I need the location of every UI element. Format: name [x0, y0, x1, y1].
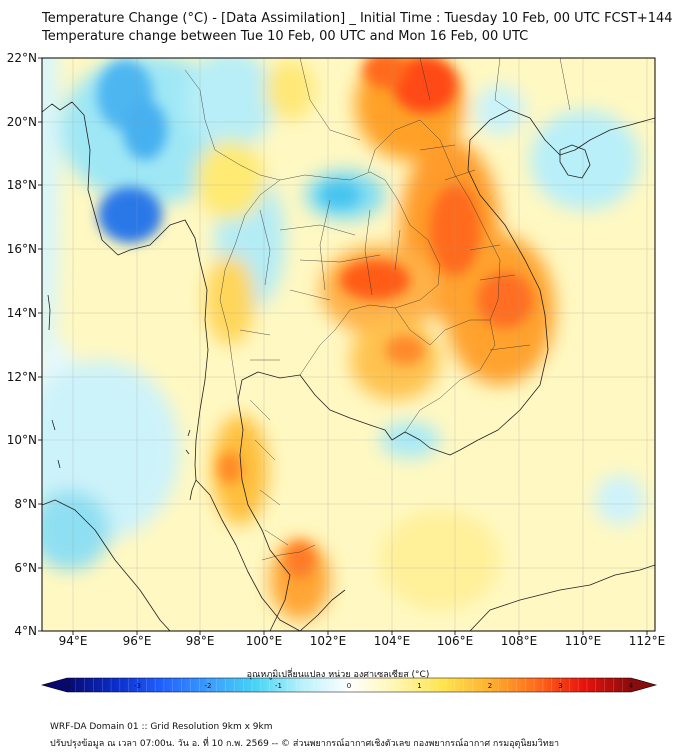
longitude-axis: 94°E 96°E 98°E 100°E 102°E 104°E 106°E 108°E 110… — [59, 631, 666, 648]
lon-label: 106°E — [437, 634, 474, 648]
lon-label: 108°E — [501, 634, 538, 648]
lat-label: 18°N — [7, 178, 37, 192]
coastlines — [42, 101, 655, 631]
lon-label: 104°E — [374, 634, 411, 648]
lat-label: 20°N — [7, 115, 37, 129]
lat-label: 14°N — [7, 306, 37, 320]
colorbar-tick-label: 4 — [629, 682, 634, 690]
lon-label: 112°E — [629, 634, 666, 648]
colorbar-min-arrow — [42, 678, 67, 692]
colorbar-tick-label: 3 — [558, 682, 562, 690]
country-borders — [184, 58, 571, 561]
colorbar-tick-label: 0 — [347, 682, 351, 690]
lat-label: 12°N — [7, 370, 37, 384]
colorbar-tick-label: -2 — [205, 682, 212, 690]
temperature-field — [42, 58, 655, 631]
latitude-axis: 22°N 20°N 18°N 16°N 14°N 12°N 10°N 8°N 6°N 4°N — [7, 51, 42, 638]
colorbar-tick-label: -1 — [275, 682, 282, 690]
lat-label: 8°N — [14, 497, 37, 511]
lat-label: 10°N — [7, 433, 37, 447]
footer-domain-info: WRF-DA Domain 01 :: Grid Resolution 9km … — [50, 722, 273, 732]
lon-label: 110°E — [565, 634, 602, 648]
colorbar-tick-label: -3 — [134, 682, 141, 690]
lon-label: 98°E — [186, 634, 215, 648]
map-frame — [41, 57, 656, 632]
lon-label: 96°E — [123, 634, 152, 648]
colorbar-tick-label: 2 — [488, 682, 492, 690]
lat-label: 6°N — [14, 561, 37, 575]
colorbar-max-arrow — [631, 678, 656, 692]
colorbar-outline — [40, 677, 658, 693]
lon-label: 100°E — [246, 634, 283, 648]
footer-credit: ปรับปรุงข้อมูล ณ เวลา 07:00น. วัน อ. ที่… — [50, 739, 560, 749]
lat-label: 16°N — [7, 242, 37, 256]
colorbar-title: อุณหภูมิเปลี่ยนแปลง หน่วย องศาเซลเซียส (… — [246, 670, 430, 680]
lat-label: 22°N — [7, 51, 37, 65]
colorbar-tick-label: 1 — [417, 682, 421, 690]
map-subtitle: Temperature change between Tue 10 Feb, 0… — [42, 29, 529, 44]
lon-label: 102°E — [310, 634, 347, 648]
map-title: Temperature Change (°C) - [Data Assimila… — [42, 11, 673, 26]
lon-label: 94°E — [59, 634, 88, 648]
graticule — [42, 58, 655, 631]
colorbar: -4 -3 -2 -1 0 1 2 3 4 — [40, 677, 658, 693]
lat-label: 4°N — [14, 624, 37, 638]
colorbar-tick-label: -4 — [64, 682, 72, 690]
